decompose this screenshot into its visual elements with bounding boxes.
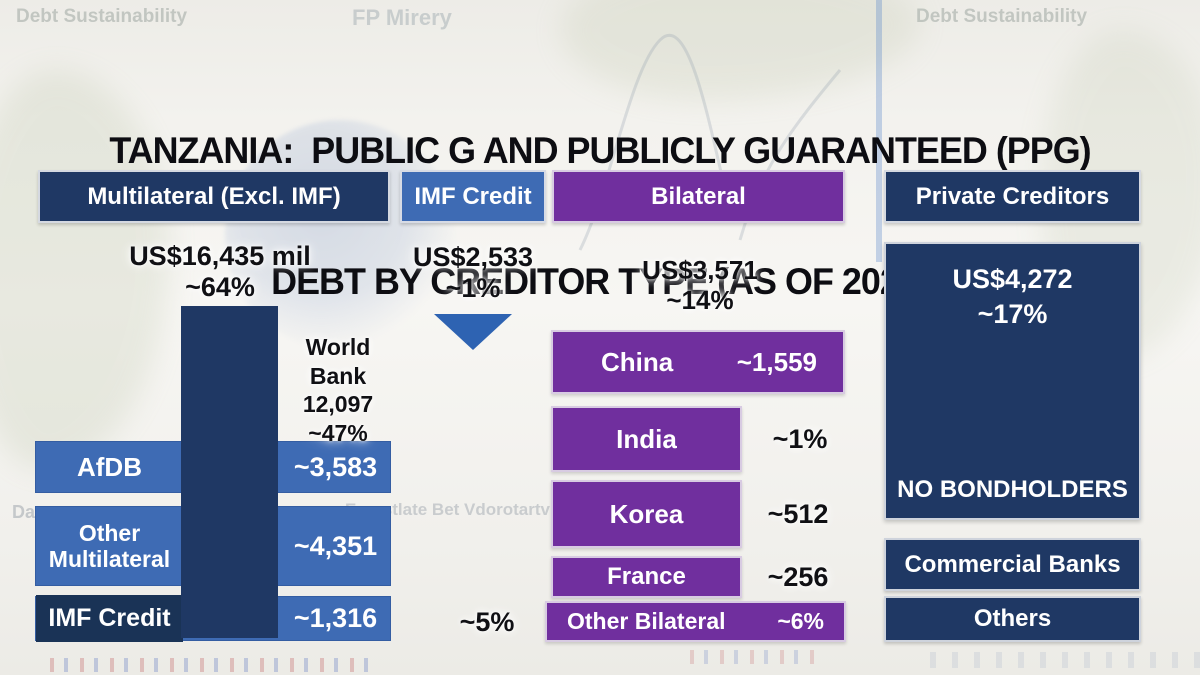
row-france: France	[551, 556, 742, 598]
multilateral-bar	[181, 306, 278, 638]
background-text-da: Da	[12, 502, 36, 522]
row-imf-credit-label-bg	[36, 595, 183, 642]
world-bank-line1: World	[305, 334, 371, 360]
imf-total-share: ~1%	[445, 273, 501, 304]
bilateral-total: US$3,571 ~14%	[555, 255, 845, 316]
down-arrow-icon	[434, 314, 512, 350]
row-imf-credit-value: ~1,316	[293, 603, 378, 633]
multilateral-total-amount: US$16,435 mil	[129, 241, 311, 271]
imf-total: US$2,533 ~1%	[398, 242, 548, 304]
imf-total-amount: US$2,533	[412, 242, 534, 272]
row-other-bilateral-value: ~6%	[777, 608, 824, 634]
row-france-value: ~256	[767, 561, 829, 592]
private-total-amount: US$4,272	[952, 264, 1073, 294]
bilateral-total-amount: US$3,571	[642, 255, 758, 285]
header-private-creditors: Private Creditors	[884, 170, 1141, 223]
private-creditors-box: US$4,272 ~17% NO BONDHOLDERS	[884, 242, 1141, 520]
header-bilateral: Bilateral	[552, 170, 845, 223]
background-color-bars-center	[690, 650, 820, 664]
multilateral-total: US$16,435 mil ~64%	[60, 241, 380, 303]
header-multilateral: Multilateral (Excl. IMF)	[38, 170, 390, 223]
row-china: China ~1,559	[551, 330, 845, 394]
row-other-multilateral-value: ~4,351	[293, 530, 378, 561]
world-bank-line2: Bank	[309, 362, 367, 389]
private-total: US$4,272 ~17%	[886, 262, 1139, 332]
row-india-value: ~1%	[772, 423, 828, 454]
world-bank-block: World Bank 12,097 ~47%	[281, 333, 395, 447]
row-other-bilateral-label: Other Bilateral	[567, 608, 726, 634]
page-title: TANZANIA: PUBLIC G AND PUBLICLY GUARANTE…	[18, 42, 1182, 391]
row-other-multilateral-label: Other Multilateral	[48, 519, 171, 572]
row-imf-credit-label: IMF Credit	[48, 604, 171, 632]
row-india: India	[551, 406, 742, 472]
row-korea-value: ~512	[767, 498, 829, 529]
background-text-debt-sustainability-right: Debt Sustainability	[916, 6, 1088, 27]
background-gray-bars	[930, 652, 1200, 668]
page-title-line1: TANZANIA: PUBLIC G AND PUBLICLY GUARANTE…	[109, 130, 1091, 172]
no-bondholders-note: NO BONDHOLDERS	[897, 476, 1128, 503]
background-text-fp-mirery: FP Mirery	[352, 5, 452, 30]
world-bank-share: ~47%	[308, 419, 368, 446]
row-afdb-value: ~3,583	[293, 451, 378, 482]
private-total-share: ~17%	[977, 299, 1048, 330]
row-china-label: China	[601, 346, 674, 377]
others-box: Others	[884, 596, 1141, 642]
row-china-value: ~1,559	[736, 346, 817, 377]
row-korea: Korea	[551, 480, 742, 548]
bilateral-total-share: ~14%	[666, 284, 734, 315]
row-other-bilateral: Other Bilateral ~6%	[545, 601, 846, 642]
background-text-debt-sustainability-left: Debt Sustainability	[16, 6, 188, 27]
world-bank-value: 12,097	[302, 391, 374, 418]
row-afdb-label: AfDB	[77, 451, 142, 482]
multilateral-total-share: ~64%	[185, 272, 255, 303]
header-imf-credit: IMF Credit	[400, 170, 546, 223]
imf-bottom-share: ~5%	[459, 607, 515, 637]
commercial-banks-box: Commercial Banks	[884, 538, 1141, 591]
background-color-bars	[50, 658, 380, 672]
